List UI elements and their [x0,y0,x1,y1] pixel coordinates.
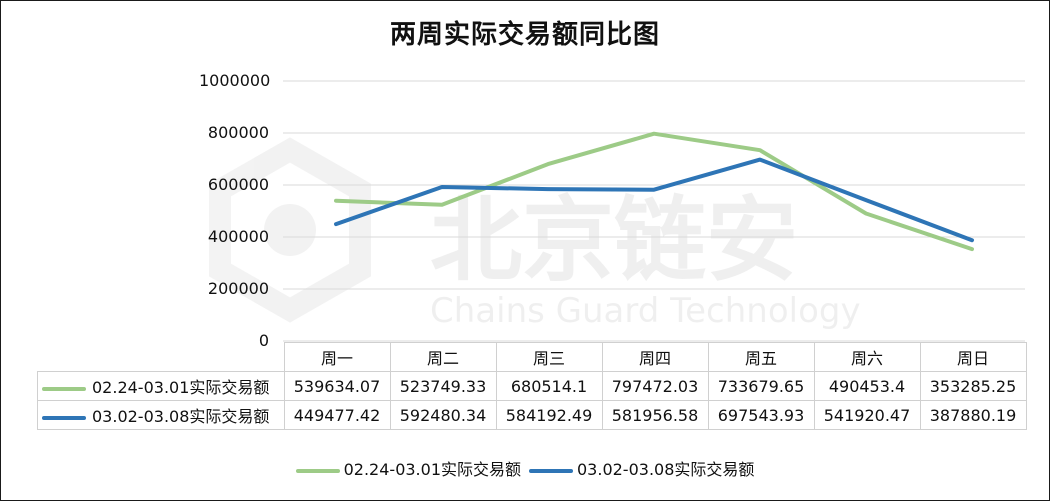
x-tick-label: 周五 [707,342,815,372]
series-swatch [42,415,86,420]
legend-item-1: 02.24-03.01实际交易额 [295,456,521,480]
x-tick-label: 周一 [283,342,391,372]
x-tick-label: 周三 [495,342,603,372]
data-label: 584192.49 [495,400,603,430]
x-tick-label: 周四 [601,342,709,372]
series-swatch [42,386,86,391]
y-tick-label: 800000 [207,123,269,142]
data-label: 539634.07 [283,371,391,401]
series-row-label: 03.02-03.08实际交易额 [37,400,285,430]
legend-item-2: 03.02-03.08实际交易额 [529,456,754,480]
table-corner [37,342,285,372]
data-label: 733679.65 [707,371,815,401]
legend-swatch [529,468,573,473]
legend-label: 03.02-03.08实际交易额 [577,460,755,479]
data-label: 697543.93 [707,400,815,430]
legend-swatch [295,468,340,473]
data-label: 592480.34 [389,400,497,430]
data-label: 353285.25 [919,371,1027,401]
data-label: 581956.58 [601,400,709,430]
series-row-label: 02.24-03.01实际交易额 [37,371,285,401]
watermark-en-text: Chains Guard Technology [430,291,861,331]
series-line-2 [334,157,974,243]
legend-label: 02.24-03.01实际交易额 [343,460,521,479]
chart-title: 两周实际交易额同比图 [389,20,660,50]
data-label: 449477.42 [283,400,391,430]
y-tick-label: 600000 [207,175,269,194]
watermark-cn-text: 北京链安 [430,187,798,294]
legend: 02.24-03.01实际交易额 03.02-03.08实际交易额 [0,456,1050,480]
y-tick-label: 1000000 [199,71,271,90]
y-tick-label: 400000 [207,227,269,246]
table-row: 03.02-03.08实际交易额 449477.42 592480.34 584192… [37,400,1027,430]
data-label: 680514.1 [495,371,603,401]
data-label: 387880.19 [919,400,1027,430]
y-tick-label: 0 [258,331,269,350]
data-label: 523749.33 [389,371,497,401]
y-tick-label: 200000 [207,279,269,298]
data-table: 周一 周二 周三 周四 周五 周六 周日 02.24-03.01实际交易额 539634.07 5… [37,342,1027,430]
x-tick-label: 周六 [813,342,921,372]
data-label: 490453.4 [813,371,921,401]
table-row: 02.24-03.01实际交易额 539634.07 523749.33 680514… [37,371,1027,401]
data-label: 541920.47 [813,400,921,430]
x-tick-label: 周二 [389,342,497,372]
data-label: 797472.03 [601,371,709,401]
x-tick-label: 周日 [919,342,1027,372]
